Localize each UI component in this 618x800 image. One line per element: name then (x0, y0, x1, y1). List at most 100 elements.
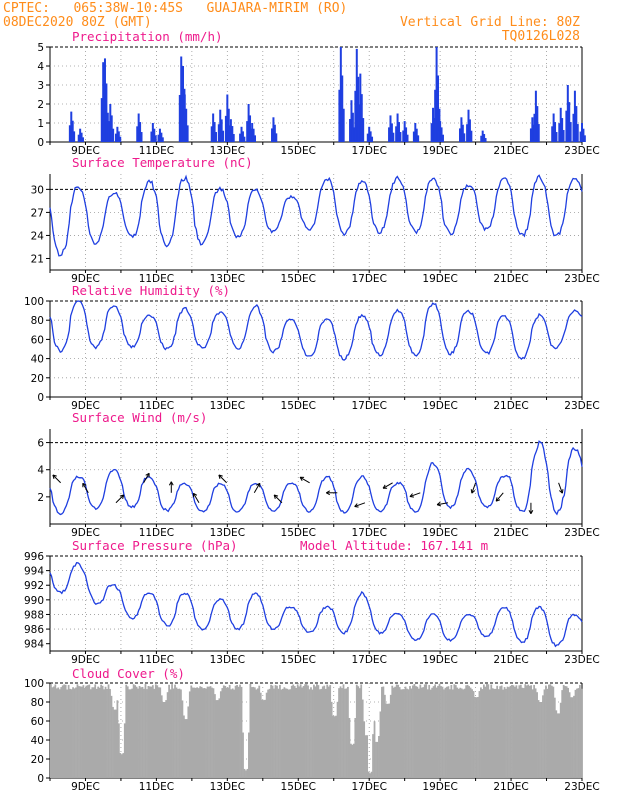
cloud-cover-bar (518, 685, 521, 778)
cloud-cover-bar (216, 700, 219, 778)
cloud-cover-bar (132, 684, 135, 778)
precip-bar (214, 132, 217, 142)
cloud-cover-bar (86, 685, 89, 778)
cloud-cover-bar (503, 687, 506, 778)
precip-bar (531, 117, 534, 142)
cloud-cover-bar (576, 688, 578, 778)
cloud-cover-bar (125, 684, 128, 778)
precip-bar (212, 113, 215, 142)
cloud-cover-bar (174, 684, 176, 778)
cloud-cover-bar (370, 771, 373, 778)
precip-bar (359, 73, 362, 142)
cloud-cover-bar (308, 689, 311, 778)
precip-bar (353, 127, 356, 142)
precip-bar (140, 132, 143, 142)
precip-bar (371, 136, 374, 142)
cloud-cover-bar (376, 741, 379, 778)
y-tick-label: 40 (31, 735, 44, 747)
precip-bar (183, 94, 186, 142)
precip-bar (231, 126, 234, 142)
cloud-cover-bar (227, 687, 230, 778)
cloud-cover-bar (505, 688, 507, 778)
precip-bar (461, 124, 464, 142)
x-tick-label: 9DEC (71, 527, 100, 539)
cloud-cover-bar (357, 686, 360, 778)
precip-bar (102, 96, 105, 142)
precip-bar (573, 90, 576, 142)
cloud-cover-bar (163, 702, 166, 778)
precip-bar (71, 120, 74, 142)
cloud-cover-bar (196, 687, 199, 778)
precip-bar (555, 132, 558, 142)
cloud-cover-bar (115, 709, 117, 778)
cloud-cover-bar (392, 687, 395, 778)
cloud-cover-bar (344, 688, 346, 778)
cloud-cover-bar (138, 685, 141, 778)
cloud-cover-bar (434, 684, 436, 778)
cloud-cover-bar (209, 686, 212, 778)
cloud-cover-bar (100, 684, 103, 778)
cloud-cover-bar (339, 686, 342, 778)
panel-annotation: Model Altitude: 167.141 m (300, 538, 488, 553)
cloud-cover-bar (104, 686, 107, 778)
precip-bar (430, 123, 433, 142)
cloud-cover-bar (372, 734, 374, 778)
cloud-cover-bar (493, 688, 496, 778)
cloud-cover-bar (178, 688, 181, 778)
cloud-cover-bar (61, 685, 64, 778)
cloud-cover-bar (348, 717, 351, 778)
cloud-cover-bar (57, 687, 60, 778)
cloud-cover-bar (568, 692, 571, 778)
cloud-cover-bar (490, 684, 493, 778)
precip-bar (110, 115, 113, 142)
precip-bar (572, 113, 575, 142)
precip-bar (105, 83, 108, 142)
x-tick-label: 21DEC (493, 654, 528, 666)
cloud-cover-bar (279, 684, 281, 778)
cloud-cover-bar (556, 713, 559, 778)
precip-bar (220, 119, 223, 142)
wind-arrow-head (495, 497, 501, 502)
wind-arrow (471, 482, 477, 494)
cloud-cover-bar (180, 689, 182, 778)
cloud-cover-bar (516, 688, 519, 778)
cloud-cover-bar (258, 685, 261, 778)
cloud-cover-bar (81, 686, 83, 778)
cloud-cover-bar (555, 710, 558, 778)
cloud-cover-bar (205, 688, 207, 778)
precip-bar (396, 113, 399, 142)
precip-bar (106, 112, 109, 142)
cloud-cover-bar (524, 684, 527, 778)
precip-bar (227, 108, 230, 142)
cloud-cover-bar (429, 689, 432, 778)
cloud-cover-bar (422, 687, 425, 778)
cloud-cover-bar (280, 689, 283, 778)
cloud-cover-bar (360, 684, 363, 778)
cloud-cover-bar (147, 686, 150, 778)
panel-title: Surface Temperature (nC) (72, 155, 253, 170)
cloud-cover-bar (301, 687, 303, 778)
y-tick-label: 984 (24, 639, 44, 651)
y-tick-label: 20 (31, 373, 44, 385)
precip-bar (392, 132, 395, 142)
cloud-cover-bar (477, 697, 479, 778)
cloud-cover-bar (206, 686, 209, 778)
cloud-cover-bar (193, 687, 196, 778)
precip-bar (412, 131, 415, 142)
cloud-cover-bar (78, 686, 80, 778)
cloud-cover-bar (234, 685, 237, 778)
cloud-cover-bar (509, 685, 512, 778)
x-tick-label: 13DEC (210, 781, 245, 793)
cloud-cover-bar (395, 684, 398, 778)
cloud-cover-bar (219, 691, 222, 778)
x-tick-label: 19DEC (422, 145, 457, 157)
x-tick-label: 11DEC (139, 145, 174, 157)
precip-bar (68, 125, 71, 142)
cloud-cover-bar (307, 685, 309, 778)
cloud-cover-bar (117, 723, 120, 778)
cloud-cover-bar (113, 709, 116, 778)
cloud-cover-bar (355, 684, 358, 778)
y-tick-label: 1 (37, 118, 44, 130)
wind-arrow-head (52, 474, 57, 479)
cloud-cover-bar (129, 689, 132, 778)
